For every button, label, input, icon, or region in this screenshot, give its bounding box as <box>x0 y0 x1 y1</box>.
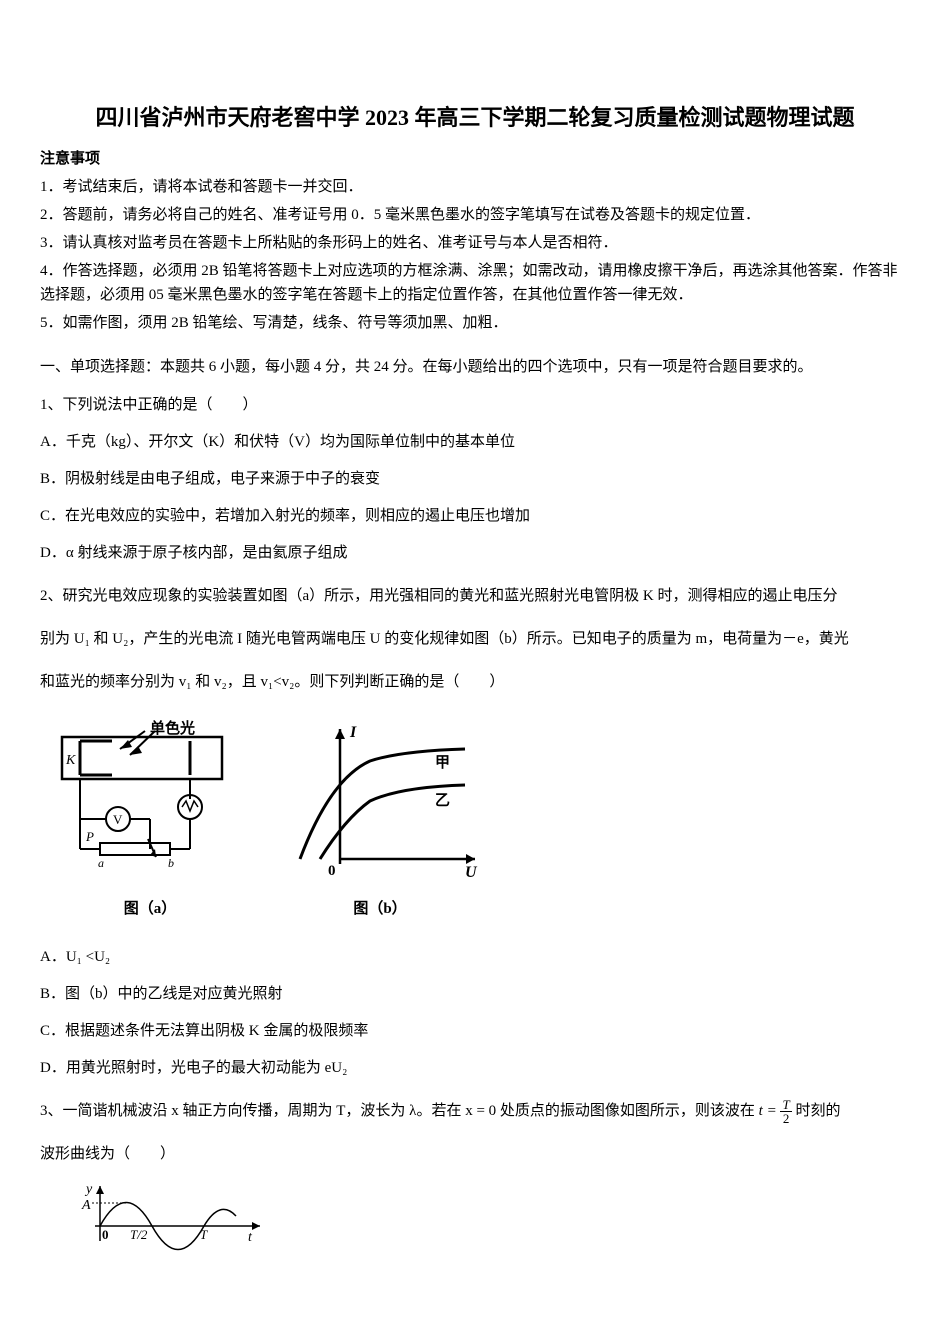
q2-option-b: B．图（b）中的乙线是对应黄光照射 <box>40 978 910 1011</box>
q1-option-a: A．千克（kg）、开尔文（K）和伏特（V）均为国际单位制中的基本单位 <box>40 426 910 459</box>
notice-heading: 注意事项 <box>40 147 910 171</box>
q3-wave-zero: 0 <box>102 1227 109 1242</box>
q1-stem: 1、下列说法中正确的是（ ） <box>40 389 910 422</box>
q2-figb-curve2-label: 乙 <box>435 793 450 809</box>
q2-option-d: D．用黄光照射时，光电子的最大初动能为 eU₂ <box>40 1052 910 1085</box>
instruction-4: 4．作答选择题，必须用 2B 铅笔将答题卡上对应选项的方框涂满、涂黑；如需改动，… <box>40 259 910 307</box>
q2-option-c: C．根据题述条件无法算出阴极 K 金属的极限频率 <box>40 1015 910 1048</box>
q3-t-eq: t = <box>759 1103 777 1119</box>
q3-wave-a-label: A <box>81 1198 91 1213</box>
section1-intro: 一、单项选择题：本题共 6 小题，每小题 4 分，共 24 分。在每小题给出的四… <box>40 355 910 379</box>
q2-figure-a-svg: 单色光 K V P a b <box>60 719 240 889</box>
instruction-3: 3．请认真核对监考员在答题卡上所粘贴的条形码上的姓名、准考证号与本人是否相符． <box>40 231 910 255</box>
q1-option-d: D．α 射线来源于原子核内部，是由氦原子组成 <box>40 537 910 570</box>
q1-option-b: B．阴极射线是由电子组成，电子来源于中子的衰变 <box>40 463 910 496</box>
q2-option-a: A．U₁ <U₂ <box>40 941 910 974</box>
q2-fig-b-caption: 图（b） <box>353 897 406 921</box>
q2-stem-line1: 2、研究光电效应现象的实验装置如图（a）所示，用光强相同的黄光和蓝光照射光电管阴… <box>40 580 910 613</box>
q2-figb-y-label: I <box>349 724 357 741</box>
svg-text:V: V <box>113 812 123 827</box>
svg-text:0: 0 <box>328 863 336 879</box>
q3-stem-p2: 时刻的 <box>795 1103 840 1119</box>
svg-text:a: a <box>98 856 104 870</box>
q3-wave-figure: y A 0 T/2 T t <box>60 1181 910 1270</box>
q2-figb-x-label: U <box>465 864 478 881</box>
svg-text:P: P <box>85 829 94 844</box>
q2-stem-line3: 和蓝光的频率分别为 v₁ 和 v₂，且 v₁<v₂。则下列判断正确的是（ ） <box>40 666 910 699</box>
q3-stem-p1: 3、一简谐机械波沿 x 轴正方向传播，周期为 T，波长为 λ。若在 x = 0 … <box>40 1103 755 1119</box>
q1-option-c: C．在光电效应的实验中，若增加入射光的频率，则相应的遏止电压也增加 <box>40 500 910 533</box>
q2-figa-light-label: 单色光 <box>150 719 195 737</box>
q2-figure-a-block: 单色光 K V P a b <box>60 719 240 921</box>
exam-title: 四川省泸州市天府老窖中学 2023 年高三下学期二轮复习质量检测试题物理试题 <box>40 100 910 135</box>
q2-fig-a-caption: 图（a） <box>124 897 177 921</box>
q2-figure-b-block: I U 0 甲 乙 图（b） <box>280 719 480 921</box>
q3-wave-t-label: T <box>200 1227 208 1242</box>
instruction-1: 1．考试结束后，请将本试卷和答题卡一并交回． <box>40 175 910 199</box>
q3-wave-y-label: y <box>84 1182 93 1197</box>
q3-wave-svg: y A 0 T/2 T t <box>60 1181 270 1261</box>
q3-frac-den: 2 <box>780 1112 791 1125</box>
q3-stem: 3、一简谐机械波沿 x 轴正方向传播，周期为 T，波长为 λ。若在 x = 0 … <box>40 1095 910 1128</box>
q3-wave-t-axis: t <box>248 1230 253 1245</box>
instruction-2: 2．答题前，请务必将自己的姓名、准考证号用 0．5 毫米黑色墨水的签字笔填写在试… <box>40 203 910 227</box>
svg-text:K: K <box>65 753 76 768</box>
q2-stem-line2: 别为 U₁ 和 U₂，产生的光电流 I 随光电管两端电压 U 的变化规律如图（b… <box>40 623 910 656</box>
q2-figure-b-svg: I U 0 甲 乙 <box>280 719 480 889</box>
q3-frac: T 2 <box>780 1098 791 1125</box>
q3-frac-num: T <box>780 1098 791 1112</box>
q3-wave-t2: T/2 <box>130 1227 148 1242</box>
q2-figb-curve1-label: 甲 <box>435 754 450 771</box>
instruction-5: 5．如需作图，须用 2B 铅笔绘、写清楚，线条、符号等须加黑、加粗． <box>40 311 910 335</box>
q3-stem-line2: 波形曲线为（ ） <box>40 1138 910 1171</box>
q2-figures: 单色光 K V P a b <box>60 719 910 921</box>
svg-text:b: b <box>168 856 174 870</box>
